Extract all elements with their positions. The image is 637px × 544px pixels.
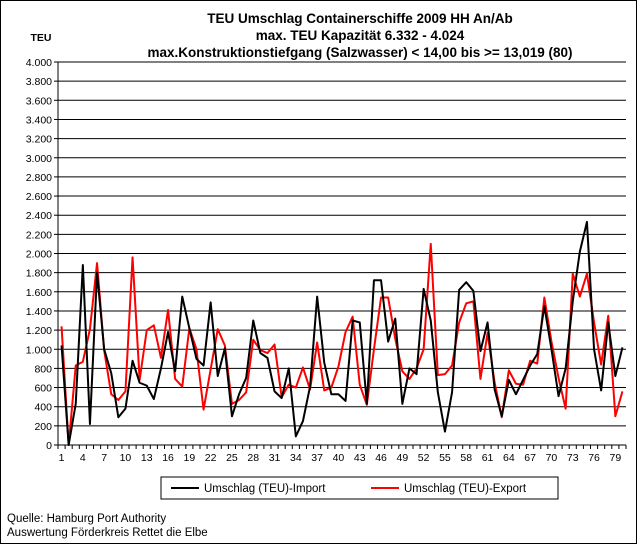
y-tick-label: 3.400 xyxy=(26,114,52,126)
x-tick-label: 61 xyxy=(482,452,494,464)
y-tick-label: 2.400 xyxy=(26,210,52,222)
y-axis-label: TEU xyxy=(31,32,52,44)
x-tick-label: 67 xyxy=(524,452,536,464)
y-tick-label: 2.800 xyxy=(26,172,52,184)
y-tick-label: 1.200 xyxy=(26,325,52,337)
y-tick-label: 1.800 xyxy=(26,268,52,280)
x-tick-label: 46 xyxy=(375,452,387,464)
y-tick-label: 0 xyxy=(46,440,52,452)
x-tick-label: 43 xyxy=(354,452,366,464)
y-tick-label: 2.600 xyxy=(26,191,52,203)
x-tick-label: 58 xyxy=(460,452,472,464)
x-tick-label: 64 xyxy=(503,452,515,464)
x-tick-label: 28 xyxy=(247,452,259,464)
y-tick-label: 2.000 xyxy=(26,249,52,261)
x-tick-label: 22 xyxy=(205,452,217,464)
legend-import-label: Umschlag (TEU)-Import xyxy=(204,483,326,495)
x-tick-label: 10 xyxy=(120,452,132,464)
series-lines xyxy=(60,220,624,446)
y-tick-label: 3.200 xyxy=(26,134,52,146)
x-tick-label: 37 xyxy=(311,452,323,464)
x-tick-label: 49 xyxy=(397,452,409,464)
source-line-1: Quelle: Hamburg Port Authority xyxy=(7,513,167,525)
y-tick-label: 1.400 xyxy=(26,306,52,318)
x-tick-label: 79 xyxy=(610,452,622,464)
chart-title-line-1: TEU Umschlag Containerschiffe 2009 HH An… xyxy=(207,11,513,26)
series-line-import xyxy=(60,220,624,446)
x-tick-label: 7 xyxy=(101,452,107,464)
x-tick-label: 70 xyxy=(546,452,558,464)
x-tick-label: 73 xyxy=(567,452,579,464)
y-tick-labels: 0 200 400 600 800 1.000 1.200 1.400 1.600 1.800 2.… xyxy=(26,57,52,452)
x-tick-label: 40 xyxy=(333,452,345,464)
x-tick-label: 55 xyxy=(439,452,451,464)
legend-export-label: Umschlag (TEU)-Export xyxy=(404,483,527,495)
legend: Umschlag (TEU)-Import Umschlag (TEU)-Exp… xyxy=(160,476,559,500)
series-line-export xyxy=(60,242,624,446)
x-tick-label: 1 xyxy=(59,452,65,464)
x-tick-label: 13 xyxy=(141,452,153,464)
chart-title-line-3: max.Konstruktionstiefgang (Salzwasser) <… xyxy=(147,45,572,60)
y-tick-label: 600 xyxy=(34,383,52,395)
gridlines xyxy=(58,61,626,427)
source-line-2: Auswertung Förderkreis Rettet die Elbe xyxy=(7,527,208,539)
chart-title-line-2: max. TEU Kapazität 6.332 - 4.024 xyxy=(256,28,465,43)
y-tick-label: 4.000 xyxy=(26,57,52,69)
legend-box xyxy=(160,476,559,500)
y-tick-label: 400 xyxy=(34,402,52,414)
x-tick-label: 76 xyxy=(588,452,600,464)
x-tick-label: 25 xyxy=(226,452,238,464)
y-tick-label: 3.800 xyxy=(26,76,52,88)
y-tick-label: 3.600 xyxy=(26,95,52,107)
y-tick-label: 1.000 xyxy=(26,344,52,356)
y-tick-label: 800 xyxy=(34,363,52,375)
y-tick-label: 200 xyxy=(34,421,52,433)
x-tick-label: 34 xyxy=(290,452,302,464)
y-tick-label: 2.200 xyxy=(26,229,52,241)
x-tick-label: 19 xyxy=(184,452,196,464)
x-tick-label: 31 xyxy=(269,452,281,464)
axes xyxy=(54,61,627,449)
x-tick-label: 16 xyxy=(162,452,174,464)
y-tick-label: 3.000 xyxy=(26,153,52,165)
x-tick-label: 52 xyxy=(418,452,430,464)
x-tick-labels: 1 4 7 10 13 16 19 22 25 28 31 34 37 40 43 46 49 52 55 58 61 6… xyxy=(59,452,622,464)
y-tick-label: 1.600 xyxy=(26,287,52,299)
x-tick-label: 4 xyxy=(80,452,86,464)
